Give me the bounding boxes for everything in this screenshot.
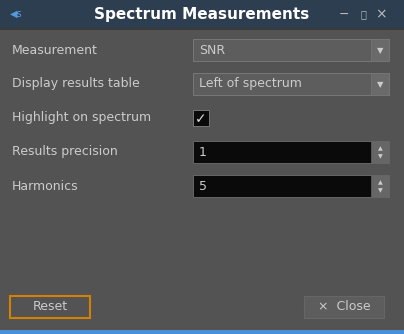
Text: Highlight on spectrum: Highlight on spectrum [12,112,151,125]
Text: ▼: ▼ [377,80,383,90]
Text: ⤢: ⤢ [360,9,366,19]
Text: ▲: ▲ [378,180,382,185]
FancyBboxPatch shape [193,73,389,95]
FancyBboxPatch shape [0,0,404,28]
FancyBboxPatch shape [371,175,389,197]
Text: Spectrum Measurements: Spectrum Measurements [95,6,309,21]
Text: ▼: ▼ [377,46,383,55]
FancyBboxPatch shape [371,141,389,163]
Text: ▼: ▼ [378,188,382,193]
FancyBboxPatch shape [0,28,404,30]
Text: SNR: SNR [199,43,225,56]
FancyBboxPatch shape [193,39,389,61]
Text: −: − [339,7,349,20]
Text: Harmonics: Harmonics [12,179,79,192]
Text: Display results table: Display results table [12,77,140,91]
Text: ▲: ▲ [378,146,382,151]
Text: ▼: ▼ [378,154,382,159]
Text: ×: × [375,7,387,21]
FancyBboxPatch shape [193,141,389,163]
Text: Left of spectrum: Left of spectrum [199,77,302,91]
Text: ×  Close: × Close [318,301,370,314]
FancyBboxPatch shape [193,110,209,126]
Text: ✓: ✓ [195,112,207,126]
FancyBboxPatch shape [193,175,389,197]
Text: Measurement: Measurement [12,43,98,56]
FancyBboxPatch shape [0,330,404,334]
FancyBboxPatch shape [10,296,90,318]
FancyBboxPatch shape [371,73,389,95]
Text: 1: 1 [199,146,207,159]
Text: Reset: Reset [32,301,67,314]
Text: ◀s: ◀s [10,9,23,19]
Text: 5: 5 [199,179,207,192]
FancyBboxPatch shape [304,296,384,318]
FancyBboxPatch shape [371,39,389,61]
Text: Results precision: Results precision [12,146,118,159]
